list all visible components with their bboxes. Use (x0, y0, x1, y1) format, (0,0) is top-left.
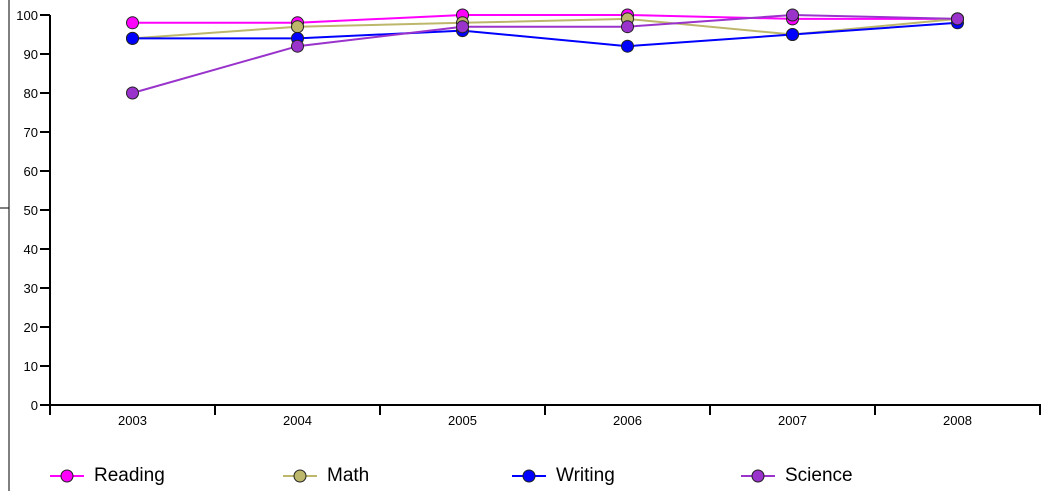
y-tick-label: 10 (24, 359, 38, 374)
y-tick-label: 80 (24, 86, 38, 101)
y-tick-label: 20 (24, 320, 38, 335)
legend-swatch-math (283, 469, 317, 483)
x-tick-label: 2005 (448, 413, 477, 428)
legend-label-reading: Reading (94, 465, 165, 486)
y-axis: 0 10 20 30 40 50 60 70 80 90 100 (16, 8, 51, 413)
x-tick-label: 2007 (778, 413, 807, 428)
y-tick-label: 90 (24, 47, 38, 62)
data-point-writing[interactable] (786, 28, 799, 41)
y-tick-label: 50 (24, 203, 38, 218)
x-tick-label: 2006 (613, 413, 642, 428)
data-point-science[interactable] (786, 8, 799, 22)
legend-swatch-science (741, 469, 775, 483)
data-point-writing[interactable] (621, 39, 634, 53)
y-tick-label: 30 (24, 281, 38, 296)
legend-item-reading[interactable]: Reading (50, 462, 165, 490)
legend-swatch-writing (512, 469, 546, 483)
y-tick-label: 40 (24, 242, 38, 257)
data-point-math[interactable] (291, 20, 304, 34)
y-tick-label: 100 (16, 8, 38, 23)
legend-item-science[interactable]: Science (741, 462, 853, 490)
legend-swatch-reading (50, 469, 84, 483)
legend-label-science: Science (785, 465, 853, 486)
series-line-writing (132, 21, 958, 48)
data-point-science[interactable] (126, 86, 139, 100)
legend-label-math: Math (327, 465, 370, 486)
series-line-reading (132, 14, 958, 24)
y-tick-label: 0 (31, 398, 38, 413)
data-point-writing[interactable] (126, 31, 139, 45)
legend-label-writing: Writing (556, 465, 615, 486)
data-point-science[interactable] (456, 20, 469, 34)
legend: Reading Math Writing Science (0, 462, 1041, 490)
data-point-science[interactable] (291, 39, 304, 53)
x-tick-label: 2004 (283, 413, 312, 428)
data-point-reading[interactable] (126, 16, 139, 30)
x-axis: 2003 2004 2005 2006 2007 2008 (49, 404, 1041, 428)
y-tick-label: 60 (24, 164, 38, 179)
legend-item-math[interactable]: Math (283, 462, 369, 490)
data-point-science[interactable] (621, 20, 634, 34)
x-tick-label: 2003 (118, 413, 147, 428)
x-tick-label: 2008 (943, 413, 972, 428)
series-line-science (132, 13, 958, 94)
series-layer (126, 8, 964, 100)
legend-item-writing[interactable]: Writing (512, 462, 615, 490)
data-point-science[interactable] (951, 12, 964, 26)
y-tick-label: 70 (24, 125, 38, 140)
